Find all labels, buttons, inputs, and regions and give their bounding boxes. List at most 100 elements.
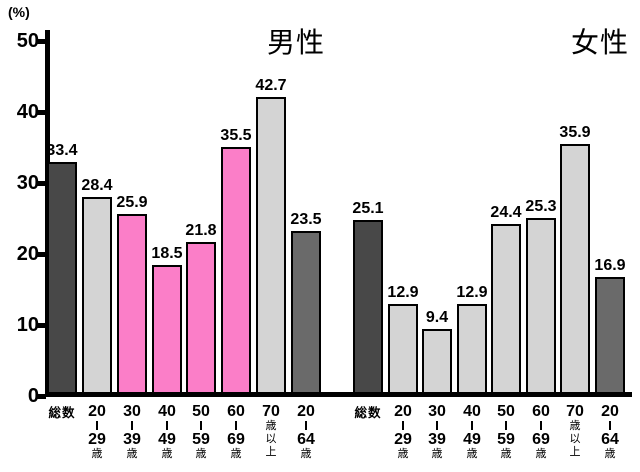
category-label-line: 69 [532,431,550,448]
range-dash [96,421,98,430]
category-label-line: 20 [88,403,106,420]
bar-value-label: 12.9 [387,284,419,301]
y-tick-mark [37,251,46,257]
category-label-line: 59 [192,431,210,448]
category-label-男性-5: 60 69 歳 [214,403,258,461]
bar-value-label: 24.4 [490,204,522,221]
y-tick-mark [37,393,46,399]
category-label-line: 60 [532,403,550,420]
male-group-title: 男性 [267,27,326,58]
range-dash [131,421,133,430]
category-label-男性-7: 20 64 歳 [284,403,328,461]
bar-value-label: 33.4 [46,142,78,159]
range-dash [505,421,507,430]
category-label-line: 歳 [161,448,173,460]
category-label-女性-6: 70 歳以上 [553,403,597,459]
range-dash [540,421,542,430]
bar-女性-3 [457,304,487,394]
category-label-line: 50 [497,403,515,420]
category-label-line: 歳 [535,448,547,460]
category-label-line: 29 [88,431,106,448]
bar-女性-2 [422,329,452,394]
category-label-男性-6: 70 歳以上 [249,403,293,459]
category-label-line: 29 [394,431,412,448]
category-label-女性-1: 20 29 歳 [381,403,425,461]
category-label-line: 総数 [48,406,76,420]
category-label-line: 69 [227,431,245,448]
category-label-line: 40 [158,403,176,420]
range-dash [471,421,473,430]
category-label-line: 59 [497,431,515,448]
category-label-line: 30 [428,403,446,420]
bar-女性-5 [526,218,556,394]
category-label-line: 20 [297,403,315,420]
category-label-line: 20 [394,403,412,420]
category-label-line: 歳 [300,448,312,460]
bar-value-label: 16.9 [594,257,626,274]
y-axis-unit-label: (%) [8,4,30,20]
category-label-女性-2: 30 39 歳 [415,403,459,461]
bar-男性-5 [221,147,251,394]
bar-value-label: 35.9 [559,124,591,141]
y-tick-label: 0 [27,385,39,407]
y-tick-mark [37,38,46,44]
bar-男性-3 [152,265,182,394]
bar-value-label: 25.9 [116,194,148,211]
bar-男性-7 [291,231,321,394]
category-label-line: 歳 [466,448,478,460]
category-label-line: 70 [262,403,280,420]
y-tick-mark [37,180,46,186]
bar-value-label: 42.7 [255,77,287,94]
bar-value-label: 23.5 [290,211,322,228]
range-dash [609,421,611,430]
category-label-男性-4: 50 59 歳 [179,403,223,461]
category-label-line: 総数 [354,406,382,420]
range-dash [305,421,307,430]
category-label-男性-3: 40 49 歳 [145,403,189,461]
bar-value-label: 25.3 [525,198,557,215]
category-label-line: 39 [123,431,141,448]
bar-男性-0 [47,162,77,394]
bar-男性-4 [186,242,216,394]
category-label-男性-0: 総数 [40,403,84,420]
category-label-男性-2: 30 39 歳 [110,403,154,461]
category-label-女性-5: 60 69 歳 [519,403,563,461]
bar-男性-6 [256,97,286,394]
bar-value-label: 35.5 [220,127,252,144]
bar-女性-4 [491,224,521,394]
category-label-line: 歳 [91,448,103,460]
bar-value-label: 21.8 [185,222,217,239]
category-label-line: 60 [227,403,245,420]
category-label-line: 64 [601,431,619,448]
bar-value-label: 18.5 [151,245,183,262]
y-tick-mark [37,322,46,328]
bar-男性-1 [82,197,112,394]
range-dash [402,421,404,430]
category-label-男性-1: 20 29 歳 [75,403,119,461]
range-dash [166,421,168,430]
category-label-line: 歳 [500,448,512,460]
bar-value-label: 12.9 [456,284,488,301]
bar-女性-6 [560,144,590,394]
category-label-line: 歳 [265,420,277,432]
category-label-line: 50 [192,403,210,420]
y-tick-mark [37,109,46,115]
y-tick-label: 10 [16,314,39,336]
bar-男性-2 [117,214,147,394]
y-tick-label: 20 [16,243,39,265]
y-tick-label: 30 [16,172,39,194]
y-tick-label: 40 [16,101,39,123]
category-label-line: 49 [463,431,481,448]
range-dash [436,421,438,430]
category-label-line: 以 [265,433,277,445]
category-label-line: 30 [123,403,141,420]
category-label-line: 歳 [431,448,443,460]
category-label-line: 上 [569,446,581,458]
category-label-line: 49 [158,431,176,448]
bar-value-label: 9.4 [425,309,449,326]
range-dash [235,421,237,430]
category-label-line: 歳 [604,448,616,460]
female-group-title: 女性 [571,27,630,58]
category-label-line: 歳 [569,420,581,432]
